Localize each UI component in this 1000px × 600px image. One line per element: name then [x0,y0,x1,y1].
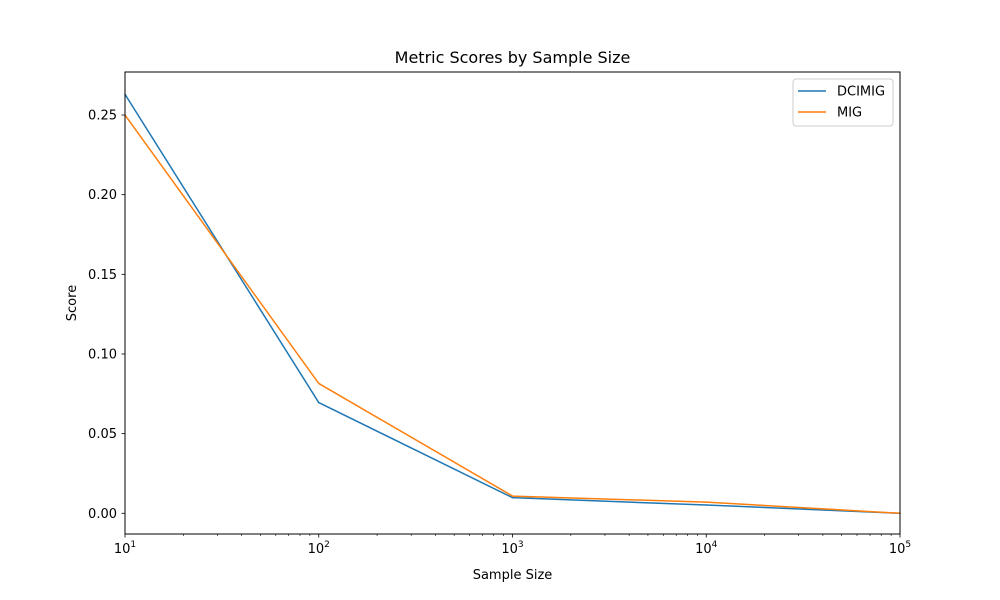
x-tick-label: 105 [889,540,911,557]
data-point-mig [318,382,320,385]
series-line-mig [124,114,901,515]
x-tick-base: 10 [308,542,325,557]
x-tick-exponent: 3 [518,540,524,550]
chart-title: Metric Scores by Sample Size [395,48,631,67]
y-tick-label: 0.10 [88,347,117,362]
y-tick-label: 0.00 [88,507,117,522]
x-tick-base: 10 [501,542,518,557]
data-point-dcimig [511,496,514,499]
x-tick-base: 10 [114,542,131,557]
x-tick-base: 10 [695,542,712,557]
data-point-dcimig [705,504,707,506]
y-axis-label: Score [65,285,80,321]
x-tick-exponent: 2 [324,540,330,550]
data-point-mig [511,495,514,497]
series-layer [124,93,901,515]
x-tick-label: 103 [501,540,523,557]
x-tick-exponent: 4 [712,540,718,550]
legend-label: MIG [837,106,862,121]
y-tick-label: 0.15 [88,268,117,283]
legend: DCIMIG MIG [792,78,894,127]
x-tick-label: 101 [114,540,136,557]
y-tick-label: 0.25 [88,109,117,124]
x-tick-label: 104 [695,540,718,557]
data-point-mig [705,501,707,503]
y-tick-label: 0.05 [88,427,117,442]
y-tick-label: 0.20 [88,188,117,203]
data-point-dcimig [318,401,320,404]
legend-label: DCIMIG [837,85,885,100]
x-tick-label: 102 [308,540,330,557]
x-axis-label: Sample Size [473,568,553,583]
series-line-dcimig [124,93,901,515]
x-tick-exponent: 5 [905,540,911,550]
x-tick-base: 10 [889,542,906,557]
x-tick-exponent: 1 [130,540,136,550]
plot-frame [124,71,901,535]
